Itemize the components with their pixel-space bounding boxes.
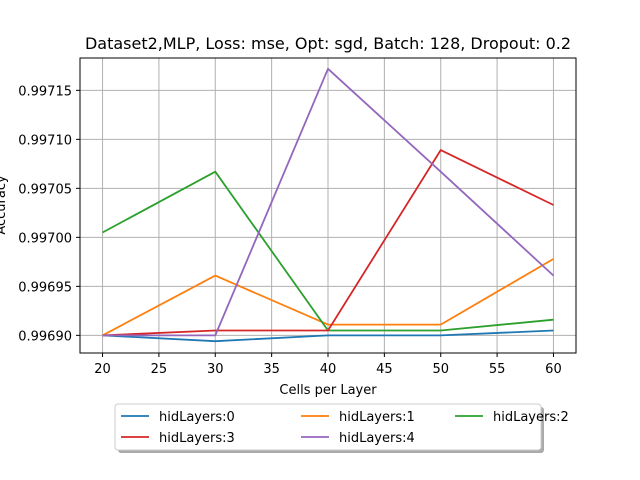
chart-title: Dataset2,MLP, Loss: mse, Opt: sgd, Batch… bbox=[85, 34, 571, 53]
x-tick-label: 45 bbox=[376, 362, 393, 377]
y-tick-label: 0.99710 bbox=[18, 133, 72, 148]
x-tick-label: 50 bbox=[432, 362, 449, 377]
series-line-0 bbox=[102, 329, 554, 343]
x-tick-label: 25 bbox=[151, 362, 168, 377]
x-tick-label: 40 bbox=[320, 362, 337, 377]
legend: hidLayers:0 hidLayers:1 hidLayers:2 hidLaye… bbox=[114, 403, 569, 453]
series-lines bbox=[102, 67, 555, 343]
y-tick-label: 0.99695 bbox=[18, 280, 72, 295]
y-axis: 0.99690 0.99695 0.99700 0.99705 0.99710 0.997… bbox=[18, 84, 80, 344]
legend-items: hidLayers:0 hidLayers:1 hidLayers:2 hidLaye… bbox=[121, 410, 569, 446]
y-tick-label: 0.99705 bbox=[18, 182, 72, 197]
y-tick-label: 0.99690 bbox=[18, 329, 72, 344]
x-tick-label: 55 bbox=[489, 362, 506, 377]
legend-label-4: hidLayers:4 bbox=[339, 431, 415, 446]
x-axis-label: Cells per Layer bbox=[279, 383, 377, 398]
x-tick-label: 20 bbox=[94, 362, 111, 377]
legend-label-2: hidLayers:2 bbox=[493, 410, 569, 425]
legend-label-0: hidLayers:0 bbox=[159, 410, 235, 425]
legend-label-1: hidLayers:1 bbox=[339, 410, 415, 425]
legend-box bbox=[114, 403, 542, 451]
x-tick-label: 60 bbox=[545, 362, 562, 377]
y-tick-label: 0.99700 bbox=[18, 231, 72, 246]
x-tick-label: 30 bbox=[207, 362, 224, 377]
series-line-4 bbox=[102, 67, 555, 337]
series-line-3 bbox=[102, 149, 554, 337]
y-tick-label: 0.99715 bbox=[18, 84, 72, 99]
x-tick-label: 35 bbox=[263, 362, 280, 377]
legend-label-3: hidLayers:3 bbox=[159, 431, 235, 446]
y-axis-label: Accuracy bbox=[0, 175, 9, 235]
x-axis: 20 25 30 35 40 45 50 55 60 bbox=[94, 353, 562, 377]
series-line-1 bbox=[102, 258, 554, 337]
